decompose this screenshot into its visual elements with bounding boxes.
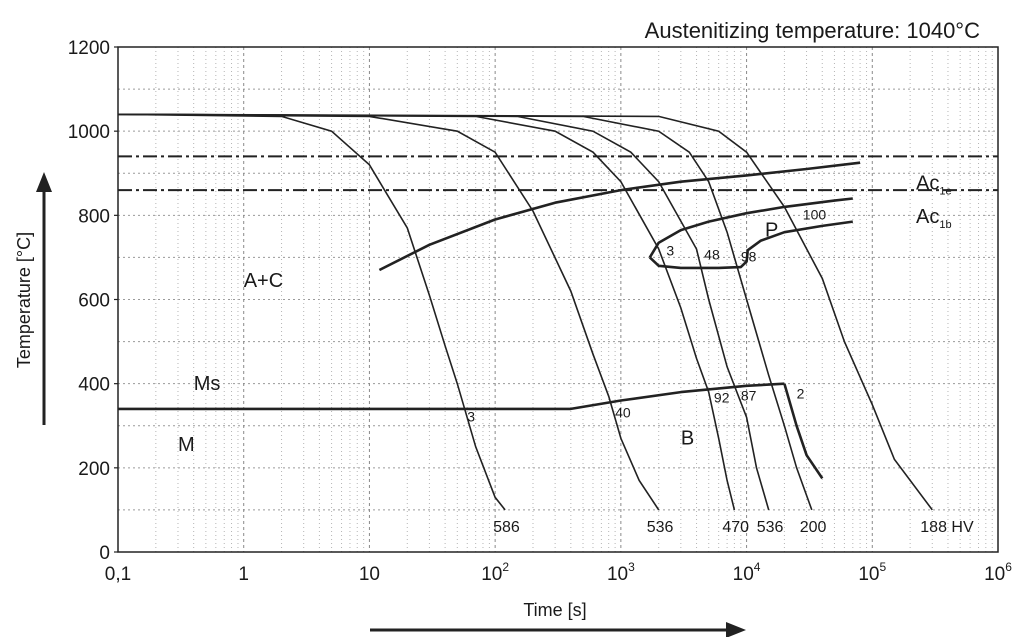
hardness-label: 536	[647, 519, 674, 536]
annotations: 3 40 92 87 2 3 48 98 100 A+C Ms M B P	[178, 207, 826, 456]
phase-region-label: Ms	[194, 373, 221, 395]
transformation-line	[783, 383, 824, 480]
phase-percent-label: 87	[741, 388, 757, 404]
y-tick-labels: 0 200 400 600 800 1000 1200	[68, 38, 118, 564]
y-tick-label: 800	[78, 206, 110, 227]
chart-title: Austenitizing temperature: 1040°C	[645, 18, 980, 43]
hardness-label: 470	[722, 519, 749, 536]
transformation-line	[648, 197, 853, 259]
phase-percent-label: 48	[704, 247, 720, 263]
y-tick-label: 400	[78, 375, 110, 396]
x-axis-label: Time [s]	[523, 600, 586, 620]
reference-line-label: Ac1b	[916, 206, 952, 231]
cooling-curve	[117, 113, 660, 511]
phase-percent-label: 3	[467, 409, 475, 425]
transformation-line	[745, 220, 853, 253]
reference-lines: Ac1e Ac1b	[118, 155, 998, 231]
y-tick-label: 1200	[68, 38, 110, 59]
reference-line-label: Ac1e	[916, 172, 952, 197]
x-tick-label: 10	[359, 564, 380, 585]
transformation-line	[648, 250, 749, 270]
y-axis-arrow	[36, 172, 52, 425]
phase-region-label: M	[178, 434, 195, 456]
phase-percent-label: 92	[714, 390, 730, 406]
x-tick-labels: 0,1 1 10 102 103 104 105 106	[105, 560, 1012, 585]
cooling-curve	[117, 113, 933, 511]
x-tick-label: 0,1	[105, 564, 131, 585]
phase-percent-label: 3	[666, 242, 674, 258]
transformation-line	[378, 161, 861, 272]
hardness-label: 586	[493, 519, 520, 536]
x-tick-label: 103	[607, 560, 635, 585]
y-tick-label: 200	[78, 459, 110, 480]
phase-percent-label: 40	[615, 404, 631, 420]
x-tick-label: 104	[733, 560, 761, 585]
x-tick-label: 106	[984, 560, 1012, 585]
cooling-curve	[117, 113, 736, 511]
phase-region-label: A+C	[244, 270, 283, 292]
phase-percent-label: 98	[741, 249, 757, 265]
x-axis-arrow	[370, 622, 746, 637]
cooling-curve	[117, 113, 506, 511]
cooling-curves: 586 536 470 536 200 188 HV	[117, 113, 974, 536]
grid	[118, 47, 998, 552]
cooling-curve	[117, 113, 813, 511]
hardness-label: 536	[757, 519, 784, 536]
phase-region-label: B	[681, 428, 694, 450]
transformation-lines	[118, 161, 861, 480]
hardness-label: 200	[800, 519, 827, 536]
phase-percent-label: 2	[797, 385, 805, 401]
cooling-curve	[117, 113, 770, 511]
phase-region-label: P	[765, 219, 778, 241]
hardness-label: 188 HV	[920, 519, 974, 536]
x-tick-label: 1	[238, 564, 249, 585]
y-tick-label: 1000	[68, 122, 110, 143]
y-tick-label: 0	[99, 543, 110, 564]
y-tick-label: 600	[78, 291, 110, 312]
x-tick-label: 102	[481, 560, 509, 585]
transformation-line	[118, 382, 785, 411]
phase-percent-label: 100	[803, 207, 827, 223]
y-axis-label: Temperature [°C]	[14, 232, 34, 368]
x-tick-label: 105	[858, 560, 886, 585]
